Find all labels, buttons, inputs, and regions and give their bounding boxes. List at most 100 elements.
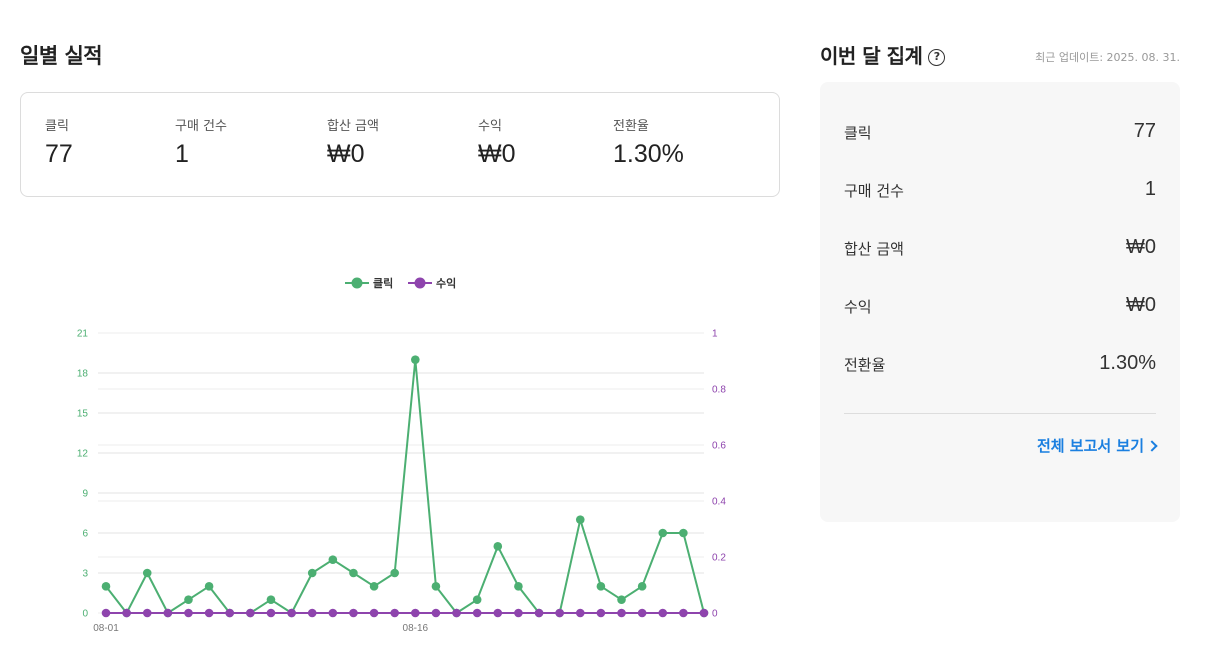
legend-marker bbox=[351, 277, 363, 289]
summary-row-conversion-rate: 전환율 1.30% bbox=[844, 352, 1156, 378]
left-tick-label: 18 bbox=[77, 369, 89, 380]
left-tick-label: 6 bbox=[82, 529, 88, 540]
daily-line-chart: 0 3 6 9 12 15 18 21 0 0.2 0.4 0.6 0.8 1 08-01 08-16 클… bbox=[77, 277, 726, 634]
chart-grid bbox=[98, 332, 704, 614]
data-point bbox=[431, 582, 441, 591]
kpi-label: 전환율 bbox=[613, 119, 649, 134]
data-point bbox=[679, 608, 688, 618]
data-point bbox=[472, 608, 482, 618]
data-point bbox=[225, 608, 235, 618]
kpi-value: 1 bbox=[175, 140, 189, 168]
data-point bbox=[328, 555, 338, 564]
data-point bbox=[287, 608, 296, 618]
right-axis-ticks: 0 0.2 0.4 0.6 0.8 1 bbox=[712, 329, 726, 620]
daily-performance-section: 일별 실적 클릭 77 구매 건수 1 합산 금액 ₩0 수익 ₩0 전환율 1… bbox=[20, 40, 780, 634]
data-point bbox=[390, 608, 399, 618]
summary-value: 1 bbox=[1144, 178, 1156, 200]
data-point bbox=[328, 608, 338, 618]
data-point bbox=[555, 608, 564, 618]
summary-row-clicks: 클릭 77 bbox=[844, 120, 1156, 146]
last-updated: 최근 업데이트: 2025. 08. 31. bbox=[1035, 51, 1180, 64]
series-1 bbox=[101, 355, 709, 618]
right-tick-label: 0.8 bbox=[712, 385, 726, 396]
question-circle-icon[interactable]: ? bbox=[928, 49, 946, 66]
right-tick-label: 1 bbox=[712, 329, 718, 340]
left-tick-label: 0 bbox=[82, 609, 88, 620]
data-point bbox=[122, 608, 131, 618]
legend-marker bbox=[414, 277, 426, 289]
data-point bbox=[472, 595, 482, 604]
left-tick-label: 15 bbox=[77, 409, 89, 420]
data-point bbox=[266, 608, 276, 618]
kpi-label: 수익 bbox=[478, 119, 502, 134]
data-point bbox=[658, 528, 668, 538]
summary-value: ₩0 bbox=[1126, 236, 1156, 258]
data-point bbox=[617, 595, 626, 604]
data-point bbox=[142, 608, 152, 618]
data-point bbox=[101, 608, 111, 618]
data-point bbox=[658, 608, 668, 618]
data-point bbox=[637, 582, 647, 591]
data-point bbox=[349, 568, 358, 578]
full-report-link-label: 전체 보고서 보기 bbox=[1036, 437, 1144, 455]
x-tick-label: 08-16 bbox=[403, 623, 429, 634]
data-point bbox=[411, 608, 420, 618]
daily-chart: 0 3 6 9 12 15 18 21 0 0.2 0.4 0.6 0.8 1 08-01 08-16 클… bbox=[20, 228, 780, 652]
summary-box: 클릭 77 구매 건수 1 합산 금액 ₩0 수익 ₩0 전환율 1.30% 전… bbox=[820, 82, 1180, 522]
right-tick-label: 0.4 bbox=[712, 497, 726, 508]
kpi-value: 1.30% bbox=[613, 140, 684, 168]
kpi-label: 구매 건수 bbox=[175, 119, 227, 134]
summary-row-purchases: 구매 건수 1 bbox=[844, 178, 1156, 204]
data-point bbox=[204, 582, 214, 591]
data-point bbox=[307, 568, 317, 578]
summary-value: 77 bbox=[1133, 120, 1156, 142]
data-point bbox=[699, 608, 709, 618]
kpi-label: 합산 금액 bbox=[327, 119, 379, 134]
left-tick-label: 9 bbox=[82, 489, 88, 500]
monthly-title: 이번 달 집계 bbox=[820, 44, 923, 68]
data-point bbox=[307, 608, 317, 618]
kpi-value: 77 bbox=[45, 140, 73, 168]
summary-divider bbox=[844, 413, 1156, 414]
x-axis-ticks: 08-01 08-16 bbox=[93, 623, 428, 634]
data-point bbox=[369, 608, 379, 618]
full-report-link[interactable]: 전체 보고서 보기 bbox=[1036, 435, 1158, 456]
data-point bbox=[184, 595, 193, 604]
right-tick-label: 0.6 bbox=[712, 441, 726, 452]
kpi-label: 클릭 bbox=[45, 119, 69, 134]
legend-label: 수익 bbox=[436, 277, 456, 290]
data-point bbox=[369, 582, 379, 591]
data-point bbox=[514, 608, 523, 618]
data-point bbox=[101, 582, 111, 591]
monthly-summary-section: 이번 달 집계? 최근 업데이트: 2025. 08. 31. 클릭 77 구매… bbox=[820, 40, 1180, 522]
data-point bbox=[266, 595, 276, 604]
summary-label: 클릭 bbox=[844, 124, 872, 142]
kpi-clicks: 클릭 77 bbox=[45, 115, 73, 169]
data-point bbox=[575, 515, 585, 524]
summary-label: 구매 건수 bbox=[844, 182, 904, 200]
kpi-value: ₩0 bbox=[327, 140, 365, 168]
series-line bbox=[105, 358, 705, 614]
data-point bbox=[163, 608, 173, 618]
left-tick-label: 21 bbox=[77, 329, 89, 340]
kpi-card: 클릭 77 구매 건수 1 합산 금액 ₩0 수익 ₩0 전환율 1.30% bbox=[20, 92, 780, 197]
x-tick-label: 08-01 bbox=[93, 623, 119, 634]
summary-label: 합산 금액 bbox=[844, 240, 904, 258]
data-point bbox=[246, 608, 255, 618]
data-point bbox=[390, 568, 399, 578]
summary-value: ₩0 bbox=[1126, 294, 1156, 316]
data-point bbox=[184, 608, 193, 618]
data-point bbox=[617, 608, 626, 618]
data-point bbox=[142, 568, 152, 578]
summary-label: 전환율 bbox=[844, 356, 886, 374]
right-tick-label: 0 bbox=[712, 609, 718, 620]
data-point bbox=[493, 608, 503, 618]
monthly-header: 이번 달 집계? 최근 업데이트: 2025. 08. 31. bbox=[820, 40, 1180, 72]
data-point bbox=[411, 355, 420, 364]
series-2 bbox=[101, 608, 709, 618]
data-point bbox=[596, 582, 606, 591]
chart-series bbox=[101, 355, 709, 618]
summary-value: 1.30% bbox=[1099, 352, 1156, 374]
daily-title: 일별 실적 bbox=[20, 44, 103, 68]
data-point bbox=[534, 608, 544, 618]
